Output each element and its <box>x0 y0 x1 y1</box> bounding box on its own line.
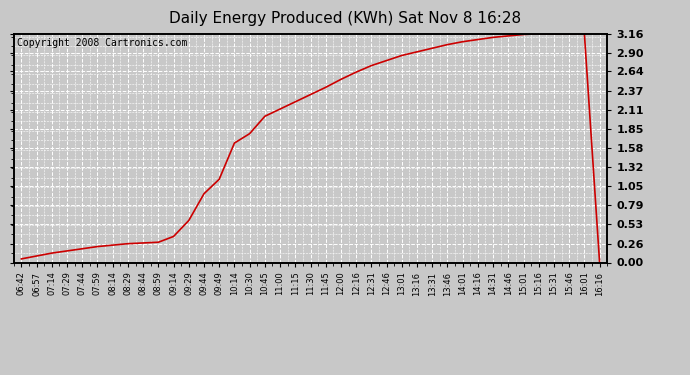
Text: Daily Energy Produced (KWh) Sat Nov 8 16:28: Daily Energy Produced (KWh) Sat Nov 8 16… <box>169 11 521 26</box>
Text: Copyright 2008 Cartronics.com: Copyright 2008 Cartronics.com <box>17 38 187 48</box>
